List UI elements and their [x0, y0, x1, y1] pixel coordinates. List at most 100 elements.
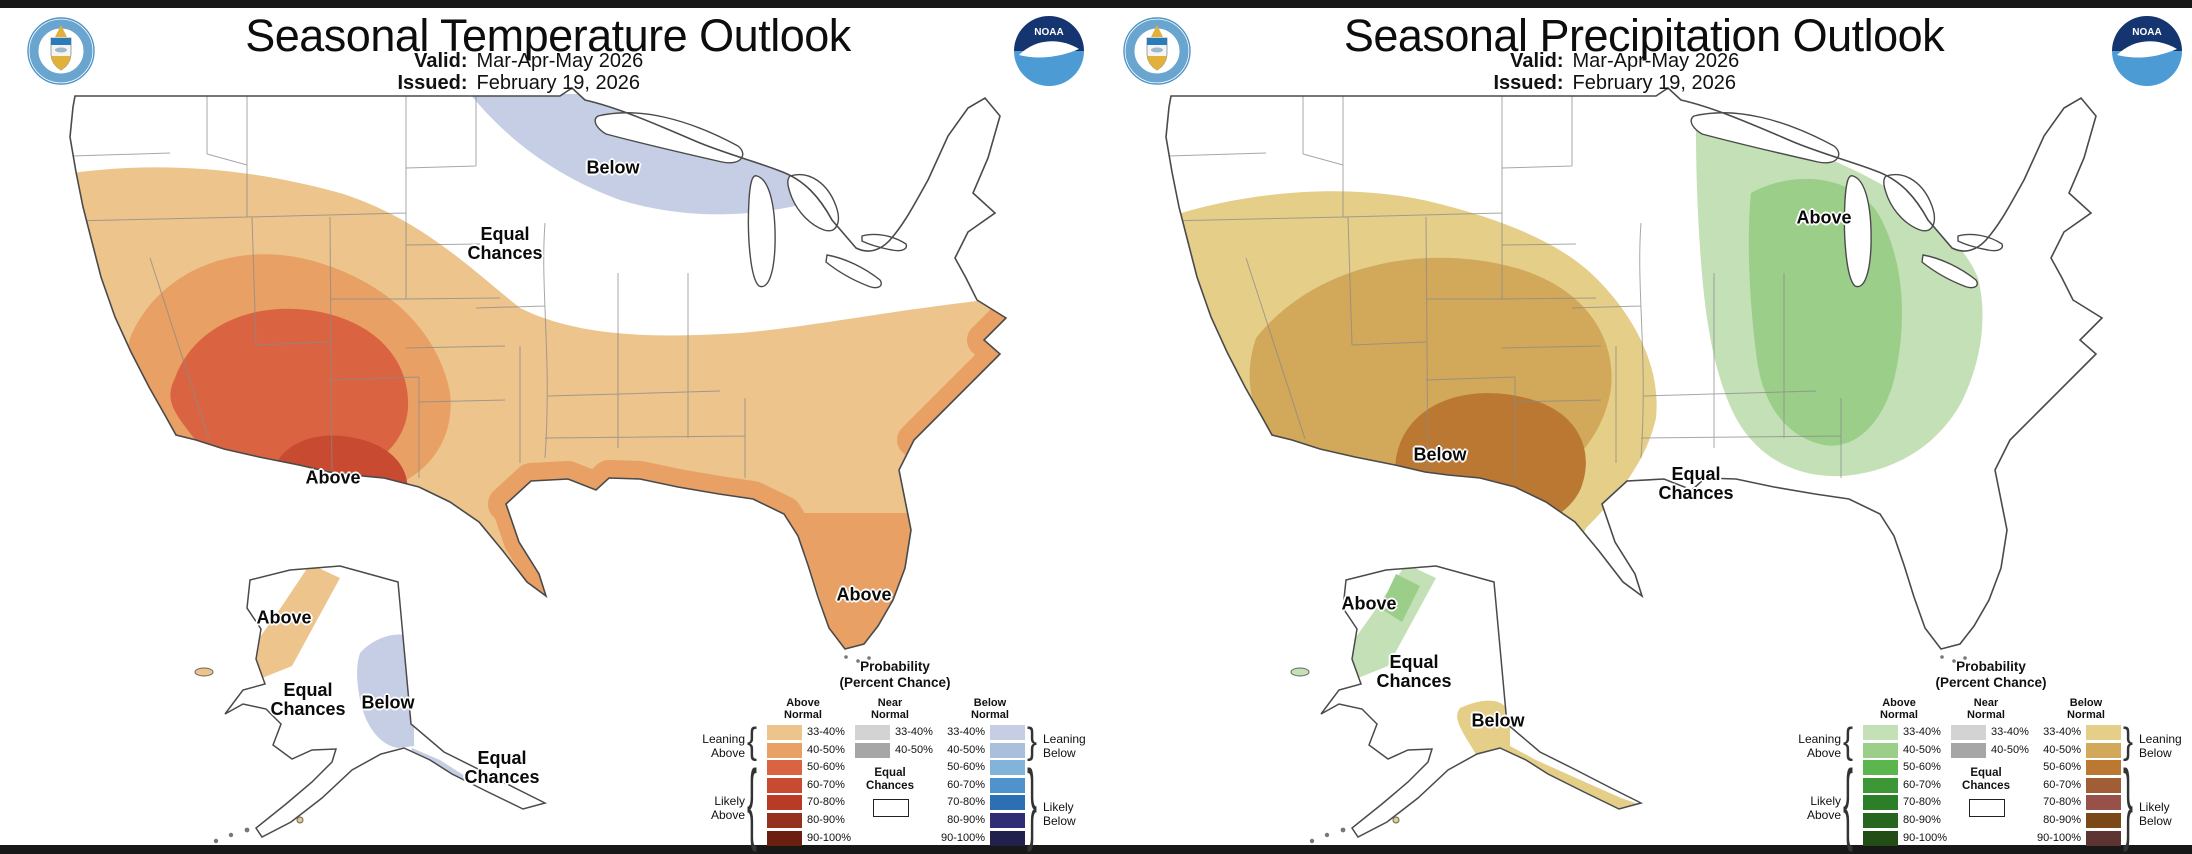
brace-icon: { [747, 755, 758, 854]
map-region-label: Below [361, 692, 415, 713]
legend-swatch-above [1863, 813, 1898, 828]
legend-swatch-above [767, 742, 802, 758]
seagull-icon [1019, 41, 1079, 58]
legend-range-label: 40-50% [895, 743, 933, 756]
map-region-label: Above [1796, 207, 1852, 228]
panel-title: Seasonal Temperature Outlook [245, 10, 851, 61]
legend-swatch-below [2086, 795, 2121, 811]
legend-range-label: 80-90% [2043, 814, 2081, 826]
legend-range-label: 50-60% [2043, 761, 2081, 774]
legend-likely-below-label: Likely Below [1043, 800, 1076, 828]
legend-range-label: 33-40% [2043, 726, 2081, 738]
legend-range-label: 80-90% [947, 814, 985, 826]
legend-range-label: 60-70% [947, 778, 985, 791]
legend-range-label: 90-100% [940, 831, 985, 844]
legend-swatch-above [767, 725, 802, 740]
ak-above-strip [248, 566, 340, 678]
legend-swatch-above [767, 795, 802, 811]
legend-range-label: 33-40% [1903, 726, 1941, 738]
issued-line: Issued: February 19, 2026 [1096, 72, 2192, 95]
temperature-outlook-panel: Seasonal Temperature Outlook Valid: Mar-… [0, 8, 1096, 850]
legend-range-label: 33-40% [807, 726, 845, 738]
legend-equal-chances-label: Equal Chances [866, 767, 914, 792]
valid-label: Valid: [414, 50, 468, 72]
legend-swatch-below [2086, 742, 2121, 758]
ak-below-coast [1457, 700, 1641, 810]
legend-leaning-above-label: Leaning Above [702, 732, 745, 760]
brace-icon: } [2123, 755, 2134, 854]
legend-range-label: 50-60% [807, 761, 845, 774]
commerce-seal [27, 17, 95, 85]
legend-likely-below-label: Likely Below [2139, 800, 2172, 828]
legend-swatch-below [990, 813, 1025, 828]
ak-below-blob [357, 634, 414, 748]
legend-swatch-near [1951, 725, 1986, 740]
legend-swatch-above [1863, 760, 1898, 776]
st-lawrence-island [1290, 667, 1310, 677]
map-region-label: Equal Chances [270, 680, 346, 719]
legend-likely-above-label: Likely Above [1806, 794, 1841, 822]
brace-icon: { [747, 720, 758, 762]
alaska-regions [1344, 566, 1641, 810]
legend-range-label: 90-100% [1903, 831, 1948, 844]
legend-range-label: 90-100% [2036, 831, 2081, 844]
map-region-label: Below [1471, 710, 1525, 731]
seagull-icon [2117, 41, 2177, 58]
legend-swatch-below [990, 742, 1025, 758]
legend-swatch-below [2086, 813, 2121, 828]
region-above-50-60 [170, 308, 409, 479]
legend-subtitle: (Percent Chance) [839, 675, 951, 690]
map-region-label: Equal Chances [464, 748, 540, 787]
map-region-label: Below [1413, 444, 1467, 465]
legend-range-label: 60-70% [807, 778, 845, 791]
legend-swatch-above [767, 830, 802, 846]
map-region-label: Equal Chances [1658, 464, 1734, 503]
legend-col-below-normal: Below Normal [971, 697, 1009, 721]
noaa-logo-text: NOAA [1034, 27, 1063, 38]
precipitation-map [1165, 87, 2103, 844]
legend-swatch-above [1863, 795, 1898, 811]
map-region-label: Below [586, 157, 640, 178]
legend-swatch-above [1863, 742, 1898, 758]
legend-swatch-below [990, 795, 1025, 811]
issued-label: Issued: [397, 72, 468, 94]
legend-leaning-below-label: Leaning Below [2139, 732, 2182, 760]
ak-above-strip-inner [1380, 574, 1420, 622]
legend-swatch-near [855, 742, 890, 758]
legend-range-label: 70-80% [1903, 796, 1941, 809]
legend-swatch-above [767, 760, 802, 776]
issued-line: Issued: February 19, 2026 [0, 72, 1096, 95]
top-black-bar [0, 0, 2192, 8]
eagle-icon [55, 25, 67, 37]
legend-range-label: 50-60% [947, 761, 985, 774]
valid-value: Mar-Apr-May 2026 [476, 50, 644, 72]
legend-col-above-normal: Above Normal [1880, 697, 1918, 721]
legend-swatch-above [1863, 830, 1898, 846]
noaa-logo: NOAA [2112, 16, 2182, 86]
legend-swatch-below [2086, 830, 2121, 846]
legend-title: Probability [860, 659, 930, 674]
legend-col-above-normal: Above Normal [784, 697, 822, 721]
commerce-seal [1123, 17, 1191, 85]
legend-equal-chances-swatch [873, 799, 909, 817]
legend-col-near-normal: Near Normal [871, 697, 909, 721]
map-region-label: Above [256, 607, 312, 628]
st-lawrence-island [194, 667, 214, 677]
valid-label: Valid: [1510, 50, 1564, 72]
region-above-40-50-gulf-coast [488, 460, 816, 554]
legend-swatch-below [2086, 760, 2121, 776]
legend-range-label: 70-80% [2043, 796, 2081, 809]
legend-swatch-near [855, 725, 890, 740]
legend-range-label: 40-50% [807, 743, 845, 756]
legend-swatch-above [1863, 725, 1898, 740]
legend-range-label: 90-100% [807, 831, 852, 844]
legend-range-label: 60-70% [1903, 778, 1941, 791]
legend-swatch-below [990, 830, 1025, 846]
valid-line: Valid: Mar-Apr-May 2026 [1096, 50, 2192, 73]
legend-range-label: 70-80% [947, 796, 985, 809]
legend-range-label: 60-70% [2043, 778, 2081, 791]
precipitation-outlook-panel: Seasonal Precipitation Outlook Valid: Ma… [1096, 8, 2192, 850]
issued-value: February 19, 2026 [476, 72, 640, 94]
legend-swatch-near [1951, 742, 1986, 758]
